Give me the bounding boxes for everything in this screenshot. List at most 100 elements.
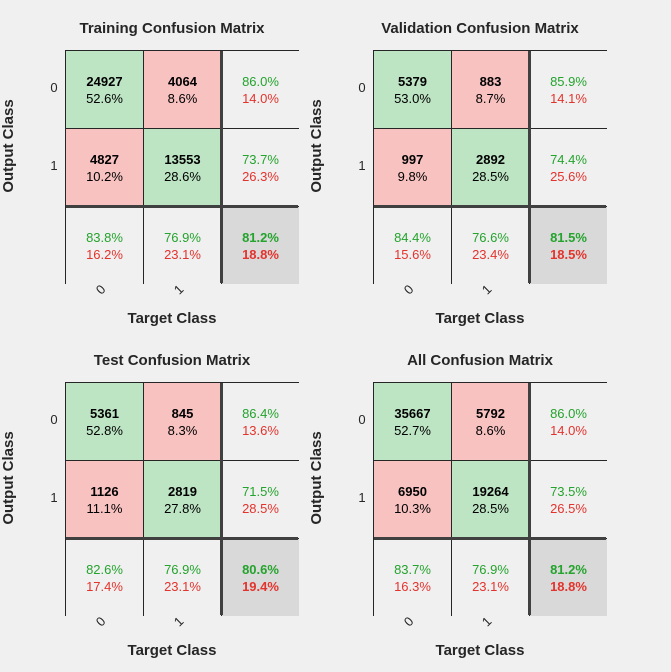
column-summary-cell: 76.9% 23.1%	[144, 207, 221, 284]
cell-percent: 52.8%	[86, 422, 123, 438]
column-wrong-percent: 15.6%	[394, 246, 431, 262]
row-wrong-percent: 25.6%	[550, 168, 587, 184]
row-summary-cell: 74.4% 25.6%	[530, 129, 607, 206]
matrix-cell: 2892 28.5%	[452, 129, 529, 206]
total-correct-percent: 81.2%	[242, 229, 279, 245]
column-correct-percent: 83.8%	[86, 229, 123, 245]
cell-count: 1126	[90, 483, 119, 499]
cell-percent: 10.2%	[86, 168, 123, 184]
row-wrong-percent: 26.3%	[242, 168, 279, 184]
column-summary-cell: 84.4% 15.6%	[374, 207, 451, 284]
grid-line	[374, 128, 606, 129]
grid-line	[66, 128, 298, 129]
cell-percent: 11.1%	[86, 500, 123, 516]
matrix-cell: 6950 10.3%	[374, 461, 451, 538]
cell-percent: 9.8%	[397, 168, 428, 184]
matrix-cell: 883 8.7%	[452, 51, 529, 128]
matrix-title: Validation Confusion Matrix	[381, 20, 579, 37]
column-wrong-percent: 23.1%	[164, 578, 201, 594]
cell-count: 4064	[168, 73, 197, 89]
total-wrong-percent: 18.5%	[550, 246, 587, 262]
cell-count: 4827	[90, 151, 119, 167]
row-summary-cell: 85.9% 14.1%	[530, 51, 607, 128]
y-tick-label: 1	[358, 158, 366, 173]
matrix-cell: 19264 28.5%	[452, 461, 529, 538]
column-summary-cell: 83.7% 16.3%	[374, 539, 451, 616]
row-correct-percent: 73.5%	[550, 483, 587, 499]
total-cell: 80.6% 19.4%	[222, 539, 299, 616]
y-axis-label: Output Class	[308, 99, 325, 193]
matrix-cell: 35667 52.7%	[374, 383, 451, 460]
matrix-title: Test Confusion Matrix	[93, 352, 251, 369]
matrix-cell: 5361 52.8%	[66, 383, 143, 460]
separator-line	[66, 205, 298, 208]
total-wrong-percent: 19.4%	[242, 578, 279, 594]
matrix-cell: 1126 11.1%	[66, 461, 143, 538]
separator-line	[374, 537, 606, 540]
matrix-cell: 2819 27.8%	[144, 461, 221, 538]
x-axis-label: Target Class	[127, 642, 217, 659]
cell-count: 5361	[90, 405, 119, 421]
cell-percent: 8.3%	[167, 422, 198, 438]
row-wrong-percent: 14.0%	[242, 90, 279, 106]
row-correct-percent: 71.5%	[242, 483, 279, 499]
row-wrong-percent: 28.5%	[242, 500, 279, 516]
row-wrong-percent: 26.5%	[550, 500, 587, 516]
cell-count: 19264	[472, 483, 509, 499]
cell-percent: 52.7%	[394, 422, 431, 438]
grid-line	[143, 51, 144, 283]
row-summary-cell: 73.5% 26.5%	[530, 461, 607, 538]
matrix-cell: 24927 52.6%	[66, 51, 143, 128]
matrix-cell: 4064 8.6%	[144, 51, 221, 128]
grid-line	[451, 383, 452, 615]
matrix-title: All Confusion Matrix	[407, 352, 553, 369]
row-correct-percent: 86.0%	[550, 405, 587, 421]
separator-line	[528, 51, 531, 283]
matrix-panel-validation: Validation Confusion Matrix Output Class T…	[308, 20, 630, 340]
column-summary-cell: 82.6% 17.4%	[66, 539, 143, 616]
cell-count: 24927	[86, 73, 123, 89]
cell-percent: 53.0%	[394, 90, 431, 106]
cell-percent: 8.6%	[475, 422, 506, 438]
matrix-grid: 35667 52.7% 5792 8.6% 6950 10.3% 19264 28.5% 86.…	[373, 382, 607, 616]
total-cell: 81.2% 18.8%	[530, 539, 607, 616]
column-correct-percent: 76.6%	[472, 229, 509, 245]
x-axis-label: Target Class	[435, 310, 525, 327]
x-axis-label: Target Class	[127, 310, 217, 327]
cell-count: 6950	[398, 483, 427, 499]
column-correct-percent: 76.9%	[472, 561, 509, 577]
matrix-cell: 845 8.3%	[144, 383, 221, 460]
row-correct-percent: 86.0%	[242, 73, 279, 89]
grid-line	[451, 51, 452, 283]
separator-line	[66, 537, 298, 540]
column-correct-percent: 76.9%	[164, 561, 201, 577]
y-tick-label: 1	[50, 490, 58, 505]
row-correct-percent: 86.4%	[242, 405, 279, 421]
row-summary-cell: 86.4% 13.6%	[222, 383, 299, 460]
matrix-panel-all: All Confusion Matrix Output Class Target C…	[308, 352, 630, 672]
total-correct-percent: 80.6%	[242, 561, 279, 577]
y-tick-label: 0	[50, 80, 58, 95]
column-summary-cell: 76.9% 23.1%	[452, 539, 529, 616]
cell-percent: 10.3%	[394, 500, 431, 516]
cell-percent: 8.7%	[475, 90, 506, 106]
column-correct-percent: 76.9%	[164, 229, 201, 245]
column-correct-percent: 83.7%	[394, 561, 431, 577]
total-cell: 81.5% 18.5%	[530, 207, 607, 284]
matrix-cell: 997 9.8%	[374, 129, 451, 206]
column-wrong-percent: 23.1%	[164, 246, 201, 262]
row-summary-cell: 86.0% 14.0%	[530, 383, 607, 460]
row-correct-percent: 85.9%	[550, 73, 587, 89]
cell-count: 883	[479, 73, 502, 89]
cell-count: 845	[171, 405, 194, 421]
row-summary-cell: 86.0% 14.0%	[222, 51, 299, 128]
cell-count: 2892	[476, 151, 505, 167]
matrix-cell: 5792 8.6%	[452, 383, 529, 460]
cell-percent: 27.8%	[164, 500, 201, 516]
total-wrong-percent: 18.8%	[550, 578, 587, 594]
cell-percent: 8.6%	[167, 90, 198, 106]
y-axis-label: Output Class	[0, 99, 17, 193]
column-wrong-percent: 23.4%	[472, 246, 509, 262]
matrix-grid: 5361 52.8% 845 8.3% 1126 11.1% 2819 27.8% 86.4% 1…	[65, 382, 299, 616]
grid-line	[374, 460, 606, 461]
